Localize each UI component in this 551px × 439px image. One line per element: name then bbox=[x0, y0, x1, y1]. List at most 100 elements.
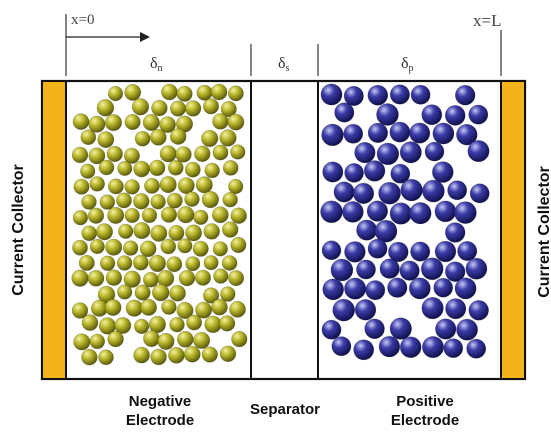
negative-particle bbox=[168, 225, 185, 242]
negative-electrode-label: Negative Electrode bbox=[95, 392, 225, 430]
negative-particle bbox=[80, 129, 97, 145]
positive-particle bbox=[376, 103, 399, 126]
positive-particle bbox=[468, 300, 489, 321]
negative-particle bbox=[105, 269, 123, 286]
negative-particle bbox=[228, 270, 245, 287]
positive-particle bbox=[366, 200, 389, 222]
positive-particle bbox=[456, 123, 478, 146]
negative-particle bbox=[122, 240, 139, 256]
delta-n-label: δn bbox=[150, 55, 163, 74]
positive-particle bbox=[424, 141, 445, 162]
positive-particle bbox=[456, 318, 479, 341]
negative-particle bbox=[230, 237, 247, 254]
negative-particle bbox=[143, 330, 160, 348]
negative-particle bbox=[222, 160, 239, 176]
negative-particle bbox=[157, 332, 175, 350]
positive-particle bbox=[389, 317, 412, 340]
positive-particle bbox=[435, 318, 457, 340]
positive-particle bbox=[344, 163, 364, 183]
negative-particle bbox=[175, 146, 192, 163]
negative-particle bbox=[184, 191, 200, 207]
negative-particle bbox=[96, 223, 114, 241]
negative-particle bbox=[105, 114, 123, 132]
negative-label-line2: Electrode bbox=[125, 412, 195, 429]
negative-particle bbox=[227, 113, 245, 131]
positive-particle bbox=[388, 241, 409, 263]
negative-particle bbox=[184, 161, 201, 178]
xL-label: x=L bbox=[473, 11, 501, 30]
positive-particle bbox=[431, 161, 454, 183]
negative-particle bbox=[96, 99, 115, 117]
negative-particle bbox=[132, 254, 149, 271]
positive-particle bbox=[409, 122, 431, 144]
negative-particle bbox=[193, 209, 209, 225]
positive-particle bbox=[353, 339, 375, 361]
negative-particle bbox=[166, 192, 183, 209]
positive-particle bbox=[445, 298, 467, 320]
negative-particle bbox=[220, 286, 236, 302]
negative-particle bbox=[116, 255, 133, 271]
negative-particle bbox=[201, 191, 219, 209]
negative-particle bbox=[98, 159, 115, 176]
negative-particle bbox=[176, 301, 194, 319]
negative-particle bbox=[151, 99, 168, 117]
negative-particle bbox=[73, 178, 90, 195]
negative-particle bbox=[73, 333, 91, 351]
negative-particle bbox=[168, 346, 185, 364]
negative-particle bbox=[159, 176, 177, 194]
positive-particle bbox=[408, 277, 431, 300]
negative-particle bbox=[159, 145, 177, 163]
negative-particle bbox=[81, 225, 97, 242]
negative-particle bbox=[212, 113, 229, 130]
positive-particle bbox=[420, 257, 444, 281]
negative-particle bbox=[133, 160, 150, 178]
negative-particle bbox=[150, 194, 166, 210]
negative-particle bbox=[159, 116, 176, 133]
negative-particle bbox=[107, 330, 124, 348]
positive-particle bbox=[399, 336, 422, 359]
negative-particle bbox=[160, 206, 177, 223]
negative-particle bbox=[88, 115, 106, 133]
negative-electrode-particles bbox=[71, 83, 248, 366]
delta-s-label: δs bbox=[278, 55, 290, 74]
positive-particle bbox=[320, 200, 343, 224]
negative-particle bbox=[131, 98, 150, 116]
negative-particle bbox=[212, 241, 228, 257]
positive-particle bbox=[367, 84, 389, 106]
negative-particle bbox=[211, 298, 228, 316]
negative-particle bbox=[177, 330, 194, 348]
negative-particle bbox=[184, 345, 201, 363]
negative-particle bbox=[166, 256, 183, 273]
negative-particle bbox=[219, 315, 236, 332]
negative-particle bbox=[98, 349, 114, 366]
x0-label: x=0 bbox=[71, 12, 94, 28]
negative-particle bbox=[116, 192, 132, 209]
positive-particle bbox=[444, 105, 466, 126]
positive-particle bbox=[389, 202, 412, 225]
positive-particle bbox=[389, 121, 411, 143]
negative-particle bbox=[220, 101, 237, 118]
negative-particle bbox=[148, 315, 166, 334]
negative-particle bbox=[213, 268, 229, 284]
negative-particle bbox=[149, 159, 166, 177]
positive-particle bbox=[364, 318, 385, 339]
negative-particle bbox=[89, 176, 105, 192]
negative-particle bbox=[230, 207, 247, 224]
negative-particle bbox=[123, 147, 140, 164]
positive-particle bbox=[469, 183, 490, 204]
positive-particle bbox=[454, 201, 477, 224]
positive-particle bbox=[454, 277, 477, 300]
negative-particle bbox=[134, 130, 151, 147]
negative-particle bbox=[212, 144, 229, 161]
negative-particle bbox=[125, 299, 143, 317]
negative-particle bbox=[169, 128, 187, 145]
negative-particle bbox=[150, 129, 167, 146]
negative-particle bbox=[195, 176, 213, 194]
negative-particle bbox=[81, 314, 99, 331]
positive-particle bbox=[421, 297, 444, 320]
negative-particle bbox=[160, 238, 177, 255]
negative-particle bbox=[114, 317, 132, 334]
negative-particle bbox=[142, 114, 160, 132]
